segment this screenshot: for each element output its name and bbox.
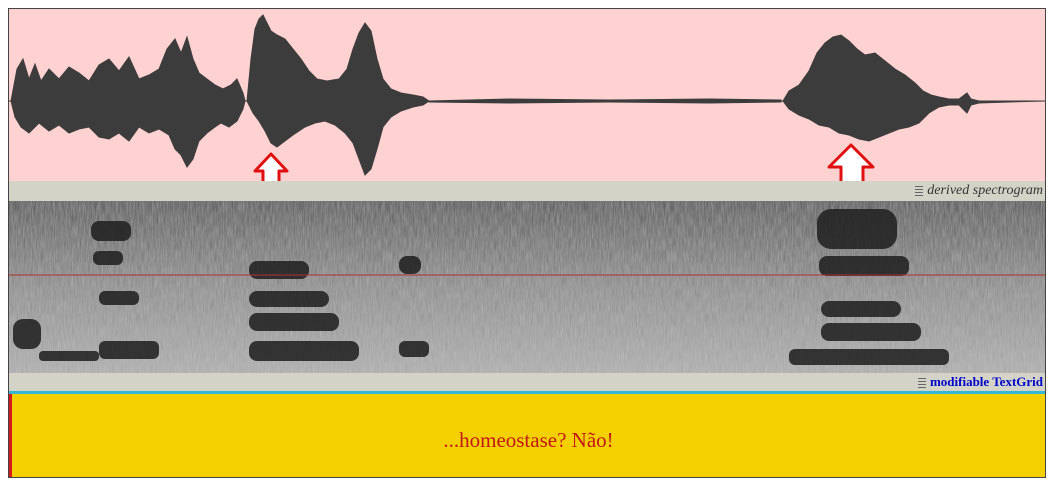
grip-icon[interactable] xyxy=(915,185,924,196)
spectrogram-panel[interactable] xyxy=(9,201,1045,373)
textgrid-interval[interactable]: ...homeostase? Não! xyxy=(9,394,1045,477)
waveform-graphic xyxy=(9,14,1045,181)
up-arrow-icon xyxy=(253,152,289,181)
spectrogram-tier-bar: derived spectrogram xyxy=(9,181,1045,201)
textgrid-label[interactable]: modifiable TextGrid xyxy=(917,374,1043,390)
annotation-text[interactable]: ...homeostase? Não! xyxy=(443,428,614,452)
up-arrow-icon xyxy=(827,143,875,181)
waveform-panel[interactable] xyxy=(9,9,1045,181)
spectrogram-graphic xyxy=(9,201,1045,373)
textgrid-tier-bar: modifiable TextGrid xyxy=(9,373,1045,394)
grip-icon[interactable] xyxy=(917,378,926,389)
sound-editor: derived spectrogram xyxy=(8,8,1046,478)
spectrogram-label: derived spectrogram xyxy=(915,183,1043,199)
